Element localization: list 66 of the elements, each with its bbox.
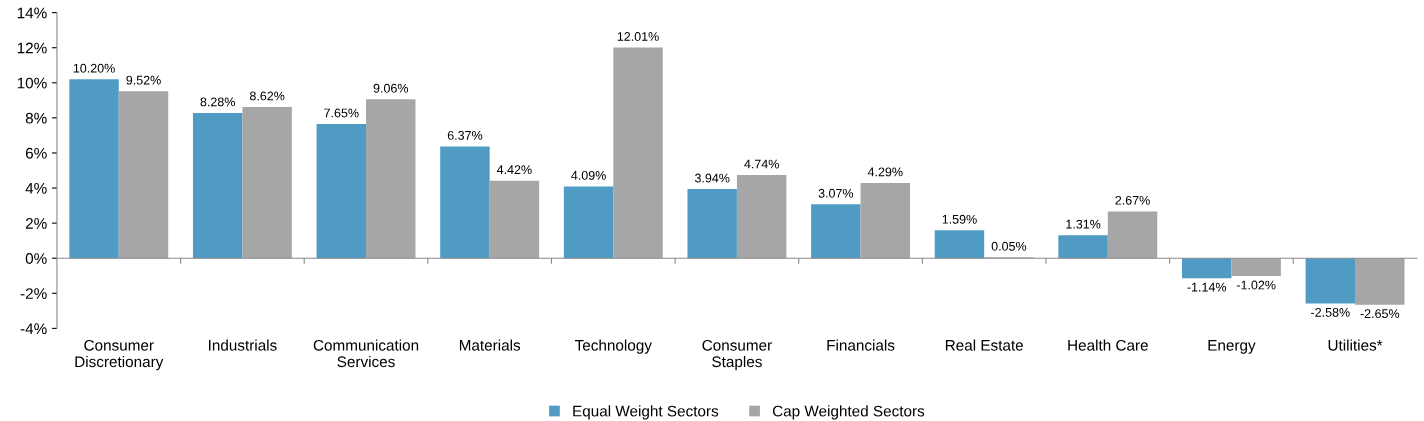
data-label: 10.20% [73, 63, 115, 73]
data-label: 12.01% [617, 32, 659, 41]
data-label: 9.52% [126, 75, 161, 85]
bar [860, 182, 910, 259]
data-label: 8.28% [200, 97, 235, 107]
data-label: 4.29% [867, 167, 903, 177]
y-tick-label: -4% [20, 323, 47, 335]
bar [613, 47, 663, 259]
bar [1305, 258, 1356, 304]
data-label: -2.65% [1360, 309, 1400, 319]
y-tick-label: 10% [17, 77, 47, 89]
bar [440, 146, 490, 259]
y-tick-label: 4% [25, 182, 47, 194]
bar [1231, 258, 1281, 277]
bar [242, 107, 292, 259]
data-label: 0.05% [991, 241, 1027, 251]
bar [192, 112, 243, 259]
bar [811, 204, 861, 259]
y-tick-label: -2% [20, 288, 47, 299]
x-tick-label: Energy [1208, 340, 1256, 354]
x-tick-label: Consumer Discretionary [75, 339, 164, 371]
y-tick-label: 0% [25, 253, 47, 264]
legend-label: Equal Weight Sectors [573, 405, 719, 420]
x-tick-label: Real Estate [945, 339, 1023, 351]
bar [1181, 258, 1232, 279]
data-label: 3.94% [694, 173, 730, 183]
data-label: 8.62% [249, 91, 285, 101]
bar [934, 230, 985, 259]
data-label: -1.02% [1236, 280, 1276, 290]
bar [489, 180, 540, 259]
data-label: -1.14% [1187, 282, 1227, 292]
data-label: -2.58% [1311, 307, 1350, 317]
y-tick-label: 8% [25, 112, 47, 124]
bar [736, 175, 787, 259]
bar [1058, 235, 1108, 259]
bar [69, 79, 119, 259]
data-label: 6.37% [447, 130, 483, 140]
y-tick-label: 2% [25, 218, 47, 229]
bar [118, 91, 169, 259]
y-tick-label: 14% [17, 7, 47, 19]
x-tick-label: Financials [827, 339, 895, 351]
x-tick-label: Materials [459, 339, 521, 351]
data-label: 3.07% [818, 188, 854, 198]
x-tick-label: Health Care [1068, 339, 1148, 351]
bar [366, 99, 416, 259]
bar [1107, 211, 1158, 259]
x-tick-label: Technology [574, 339, 652, 354]
x-tick-label: Consumer Staples [702, 339, 772, 371]
x-tick-label: Communication Services [313, 339, 419, 368]
data-label: 4.09% [571, 170, 606, 180]
bar [316, 124, 367, 259]
data-label: 1.31% [1066, 219, 1101, 229]
bar [687, 189, 737, 259]
bar [563, 186, 614, 259]
data-label: 9.06% [373, 83, 409, 93]
data-label: 1.59% [942, 214, 977, 224]
x-tick-label: Utilities* [1328, 339, 1383, 351]
data-label: 4.74% [744, 159, 779, 169]
x-tick-label: Industrials [209, 339, 277, 351]
y-tick-label: 12% [17, 42, 47, 54]
y-tick-label: 6% [25, 147, 47, 159]
data-label: 4.42% [496, 165, 532, 174]
bar [1355, 258, 1405, 305]
data-label: 2.67% [1115, 195, 1150, 205]
legend-label: Cap Weighted Sectors [772, 405, 925, 420]
data-label: 7.65% [324, 108, 359, 118]
